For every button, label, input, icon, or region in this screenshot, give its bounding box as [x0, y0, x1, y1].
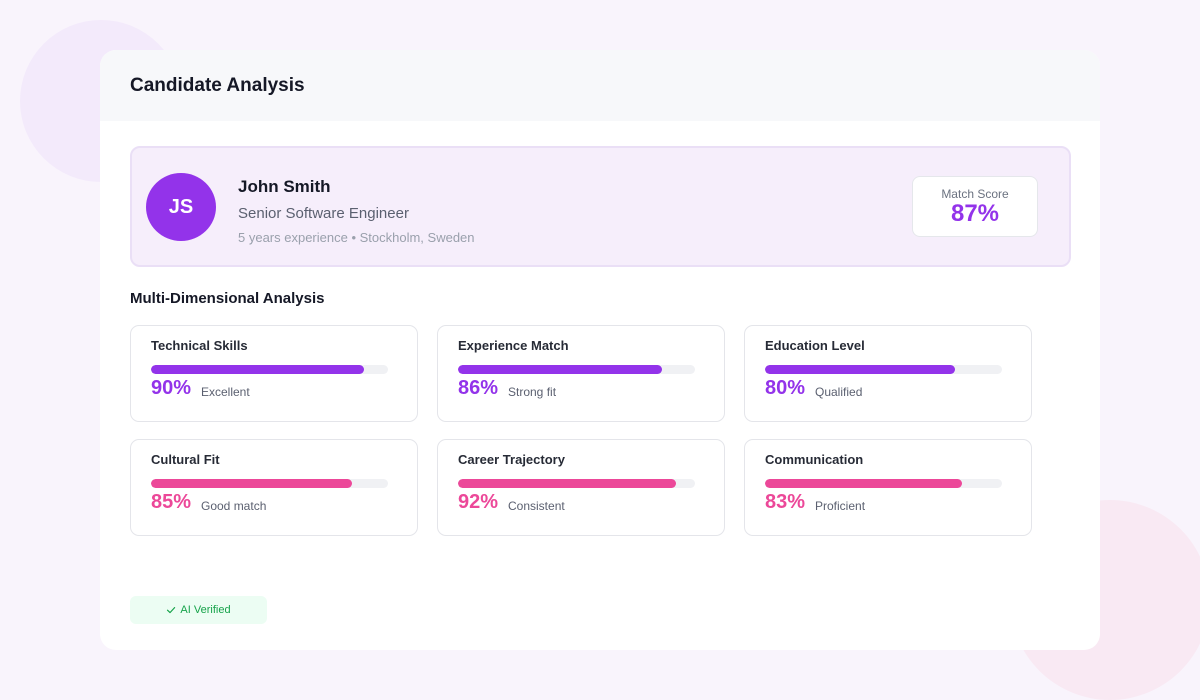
metric-value: 90%: [151, 377, 192, 399]
metric-value: 92%: [458, 491, 499, 513]
match-score-box: Match Score 87%: [912, 176, 1038, 237]
progress-fill: [765, 365, 955, 374]
metric-communication: Communication 83% Proficient: [744, 439, 1032, 536]
metric-value: 80%: [765, 377, 806, 399]
progress-fill: [151, 365, 365, 374]
card-header: Candidate Analysis: [100, 50, 1100, 121]
metric-description: Consistent: [508, 499, 565, 513]
metric-cultural-fit: Cultural Fit 85% Good match: [130, 439, 418, 536]
progress-track: [151, 365, 388, 374]
progress-fill: [765, 479, 962, 488]
metric-name: Experience Match: [458, 338, 569, 353]
progress-track: [765, 479, 1002, 488]
metric-description: Proficient: [815, 499, 866, 513]
metric-description: Excellent: [201, 385, 250, 399]
metric-name: Technical Skills: [151, 338, 248, 353]
progress-track: [458, 479, 695, 488]
check-icon: [167, 607, 176, 614]
metric-education-level: Education Level 80% Qualified: [744, 325, 1032, 422]
candidate-role: Senior Software Engineer: [238, 205, 409, 222]
metric-name: Career Trajectory: [458, 452, 565, 467]
progress-fill: [458, 479, 677, 488]
metric-value: 85%: [151, 491, 192, 513]
ai-verified-badge: AI Verified: [130, 596, 267, 624]
badge-label: AI Verified: [180, 604, 231, 616]
metric-value: 83%: [765, 491, 806, 513]
candidate-profile: JS John Smith Senior Software Engineer 5…: [130, 146, 1071, 267]
metric-experience-match: Experience Match 86% Strong fit: [437, 325, 725, 422]
progress-track: [458, 365, 695, 374]
progress-fill: [458, 365, 662, 374]
progress-fill: [151, 479, 353, 488]
metric-name: Cultural Fit: [151, 452, 220, 467]
progress-track: [765, 365, 1002, 374]
metric-description: Qualified: [815, 385, 863, 399]
metric-description: Strong fit: [508, 385, 557, 399]
analysis-card: Candidate Analysis JS John Smith Senior …: [100, 50, 1100, 650]
metric-technical-skills: Technical Skills 90% Excellent: [130, 325, 418, 422]
section-title: Multi-Dimensional Analysis: [130, 290, 325, 307]
candidate-meta: 5 years experience • Stockholm, Sweden: [238, 230, 475, 245]
page-title: Candidate Analysis: [130, 75, 305, 96]
metric-career-trajectory: Career Trajectory 92% Consistent: [437, 439, 725, 536]
metric-description: Good match: [201, 499, 267, 513]
match-score-label: Match Score: [941, 187, 1009, 201]
progress-track: [151, 479, 388, 488]
avatar: JS: [146, 173, 216, 241]
metric-name: Communication: [765, 452, 864, 467]
metric-name: Education Level: [765, 338, 865, 353]
metric-value: 86%: [458, 377, 499, 399]
match-score-value: 87%: [950, 200, 1000, 227]
candidate-name: John Smith: [238, 177, 331, 196]
